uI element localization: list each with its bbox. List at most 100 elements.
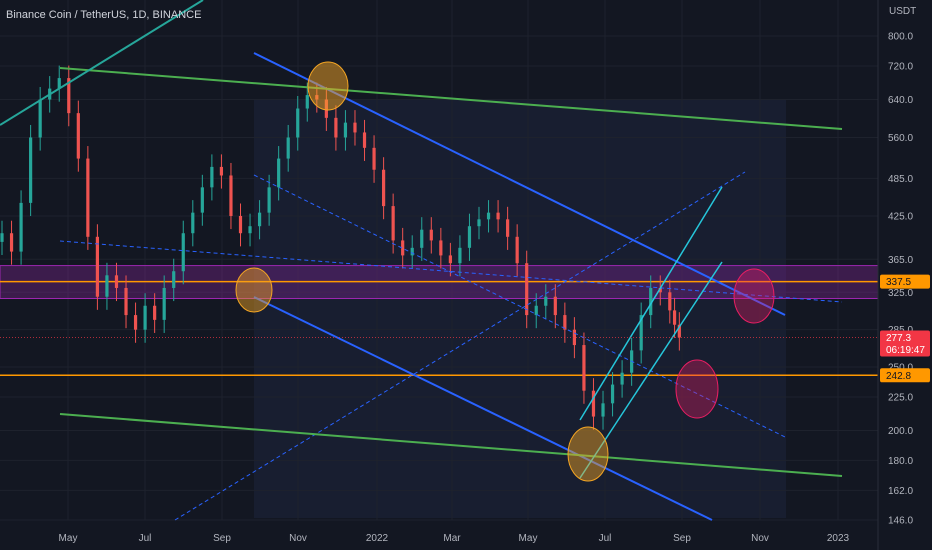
candle-body: [353, 122, 357, 133]
candle-body: [248, 226, 252, 234]
price-badge: [880, 274, 930, 289]
price-badge-label: 277.3: [886, 333, 911, 344]
x-tick-label: Nov: [289, 533, 307, 544]
candle-body: [200, 187, 204, 213]
candle-body: [229, 175, 233, 216]
candle-body: [439, 240, 443, 256]
candle-body: [620, 372, 624, 385]
x-tick-label: May: [59, 533, 78, 544]
price-badge-label: 337.5: [886, 277, 911, 288]
y-tick-label: 200.0: [888, 426, 913, 437]
candle-body: [591, 390, 596, 417]
x-tick-label: Nov: [751, 533, 769, 544]
y-tick-label: 225.0: [888, 392, 913, 403]
candle-body: [238, 215, 243, 234]
candle-body: [672, 310, 677, 325]
candle-body: [29, 137, 33, 203]
candle-body: [515, 236, 519, 264]
x-tick-label: Jul: [599, 533, 612, 544]
currency-label: USDT: [889, 6, 916, 17]
candle-body: [410, 247, 414, 256]
candle-body: [305, 95, 309, 109]
candle-body: [334, 117, 338, 138]
candle-body: [153, 305, 157, 320]
y-tick-label: 325.0: [888, 288, 913, 299]
green-upper-line: [59, 67, 843, 130]
candle-body: [639, 315, 643, 351]
y-tick-label: 162.0: [888, 486, 913, 497]
candle-body: [506, 219, 510, 237]
y-tick-label: 365.0: [888, 255, 913, 266]
candle-body: [0, 233, 4, 242]
channel-mid-line: [253, 174, 786, 438]
candle-body: [486, 212, 491, 220]
candle-body: [257, 212, 262, 227]
x-tick-label: May: [519, 533, 538, 544]
price-badge-label: 242.8: [886, 371, 911, 382]
y-tick-label: 485.0: [888, 174, 913, 185]
candle-body: [467, 226, 472, 248]
candle-body: [496, 212, 500, 220]
candle-body: [19, 202, 23, 252]
green-lower-line: [59, 413, 843, 477]
candle-body: [38, 99, 42, 138]
candle-body: [143, 305, 147, 330]
candle-body: [277, 158, 281, 188]
candle-body: [677, 324, 681, 338]
red-circle-upper: [733, 268, 775, 324]
teal-trend-line: [0, 0, 204, 126]
candle-body: [563, 315, 567, 330]
rising-channel-lower: [579, 261, 723, 479]
candle-body: [57, 78, 61, 89]
candle-body: [372, 147, 376, 170]
candle-body: [124, 287, 128, 316]
x-tick-label: 2023: [827, 533, 850, 544]
red-circle-lower: [675, 359, 719, 419]
price-badge-timer: 06:19:47: [886, 345, 925, 356]
candle-body: [162, 287, 166, 320]
candle-body: [172, 271, 176, 288]
y-tick-label: 640.0: [888, 95, 913, 106]
candle-body: [391, 206, 395, 241]
candle-body: [582, 345, 586, 391]
candle-body: [95, 236, 99, 297]
candle-body: [420, 229, 424, 248]
candle-body: [191, 212, 195, 234]
dashed-rising-line: [174, 171, 746, 521]
candle-body: [401, 240, 405, 256]
y-tick-label: 720.0: [888, 61, 913, 72]
y-tick-label: 800.0: [888, 32, 913, 43]
candle-body: [362, 132, 367, 148]
candle-body: [668, 292, 672, 311]
x-tick-label: Jul: [139, 533, 152, 544]
candle-body: [658, 287, 662, 293]
channel-lower-line: [253, 296, 713, 521]
candle-body: [9, 233, 14, 252]
candle-body: [219, 166, 224, 176]
candle-body: [649, 287, 653, 316]
candle-body: [67, 78, 71, 114]
dashed-trend-line: [59, 240, 843, 303]
candle-body: [429, 229, 433, 241]
y-tick-label: 146.0: [888, 516, 913, 527]
chart-title: Binance Coin / TetherUS, 1D, BINANCE: [6, 9, 201, 21]
candle-body: [477, 219, 481, 227]
x-tick-label: Sep: [673, 533, 691, 544]
candle-body: [133, 315, 138, 330]
price-badge: [880, 368, 930, 383]
candle-body: [105, 275, 109, 297]
candle-body: [296, 108, 300, 138]
candle-body: [267, 187, 271, 213]
candle-body: [448, 255, 452, 264]
candle-body: [553, 296, 557, 316]
price-badge: [880, 330, 930, 357]
candle-body: [572, 329, 576, 346]
x-tick-label: 2022: [366, 533, 389, 544]
candle-body: [534, 305, 538, 316]
candle-body: [458, 247, 462, 264]
x-tick-label: Sep: [213, 533, 231, 544]
candle-body: [76, 113, 80, 159]
bottom-circle-marker: [567, 426, 609, 482]
candle-body: [601, 403, 605, 417]
